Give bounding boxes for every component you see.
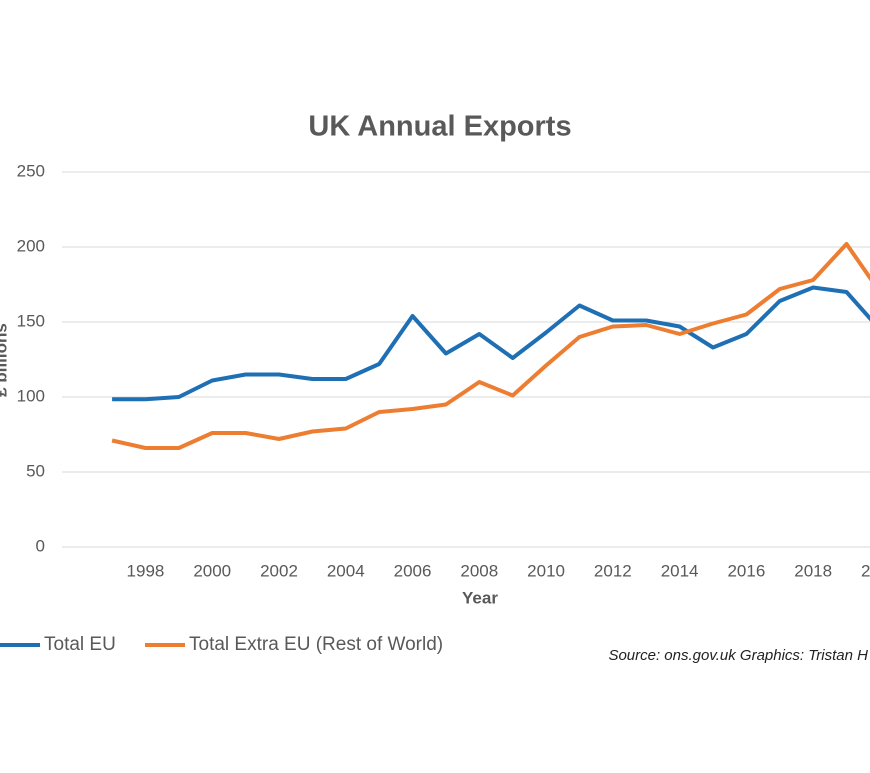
x-tick-label: 2020: [861, 561, 870, 580]
x-tick-label: 2016: [727, 561, 765, 580]
source-note: Source: ons.gov.uk Graphics: Tristan H: [608, 647, 868, 664]
legend-label: Total Extra EU (Rest of World): [189, 634, 443, 655]
x-tick-label: 2002: [260, 561, 298, 580]
x-tick-label: 2012: [594, 561, 632, 580]
x-tick-label: 2004: [327, 561, 365, 580]
x-tick-label: 2000: [193, 561, 231, 580]
x-tick-label: 2008: [460, 561, 498, 580]
y-tick-label: 250: [17, 161, 45, 180]
x-tick-label: 2006: [394, 561, 432, 580]
chart-title: UK Annual Exports: [308, 111, 571, 143]
legend-label: Total EU: [44, 634, 116, 655]
x-tick-label: 2014: [661, 561, 699, 580]
y-axis-label: £ billions: [0, 323, 10, 397]
x-tick-label: 2010: [527, 561, 565, 580]
y-tick-label: 0: [36, 536, 45, 555]
y-tick-label: 100: [17, 386, 45, 405]
series-line: [112, 285, 870, 402]
y-tick-label: 150: [17, 311, 45, 330]
y-tick-label: 50: [26, 461, 45, 480]
x-tick-label: 2018: [794, 561, 832, 580]
series-line: [111, 242, 870, 450]
x-axis-label: Year: [462, 588, 498, 607]
y-tick-label: 200: [17, 236, 45, 255]
x-tick-label: 1998: [127, 561, 165, 580]
